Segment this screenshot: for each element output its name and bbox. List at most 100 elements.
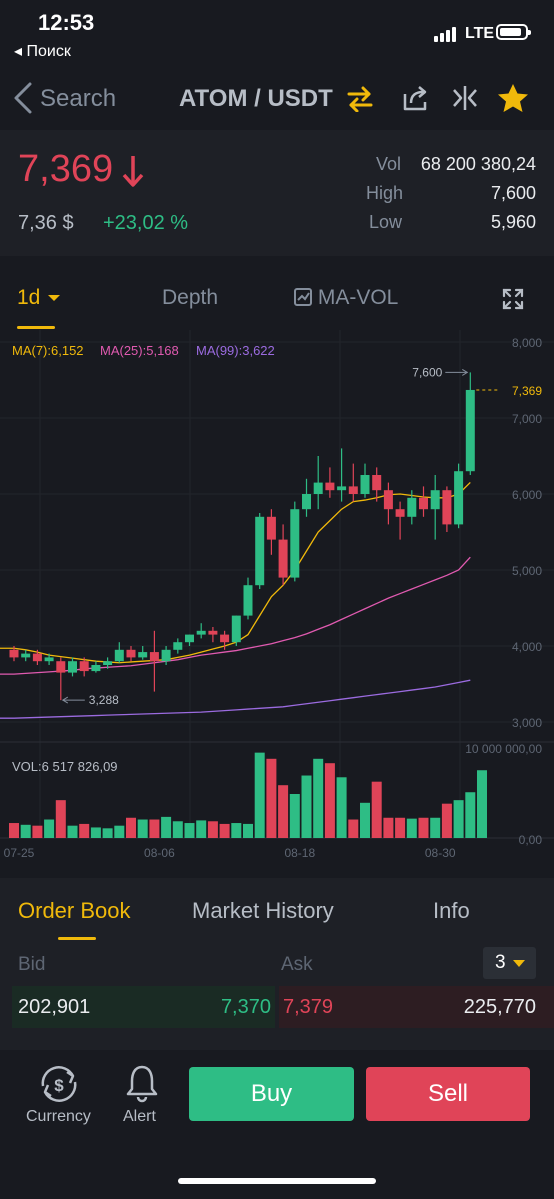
volume-bar <box>313 758 324 838</box>
volume-bar <box>90 827 101 838</box>
ma25-legend: MA(25):5,168 <box>100 343 179 358</box>
candle-body <box>185 634 194 643</box>
candle-body <box>196 630 206 635</box>
candle-body <box>208 630 218 635</box>
volume-bar <box>278 785 289 838</box>
volume-bar <box>20 824 31 838</box>
currency-label[interactable]: Currency <box>26 1108 91 1125</box>
candle-body <box>220 634 230 643</box>
back-chevron-icon[interactable] <box>10 80 40 116</box>
volume-bar <box>348 819 359 838</box>
usd-price: 7,36 $ <box>18 212 74 234</box>
currency-convert-icon[interactable]: $ <box>35 1064 83 1104</box>
volume-max-tick: 10 000 000,00 <box>465 742 542 756</box>
tab-order-book[interactable]: Order Book <box>18 898 131 923</box>
ask-price: 7,379 <box>283 996 334 1018</box>
volume-bar <box>453 800 464 838</box>
volume-bar <box>126 817 136 838</box>
y-tick-label: 6,000 <box>512 488 542 502</box>
share-icon[interactable] <box>401 84 431 112</box>
candle-body <box>337 486 347 491</box>
tab-depth[interactable]: Depth <box>162 286 219 309</box>
candle-body <box>103 661 113 665</box>
volume-bar <box>67 825 78 838</box>
svg-text:$: $ <box>54 1076 64 1095</box>
candle-body <box>348 486 358 494</box>
volume-bar <box>430 817 441 838</box>
buy-button[interactable]: Buy <box>189 1067 354 1121</box>
candle-body <box>91 665 101 672</box>
bid-row[interactable]: 202,901 7,370 <box>12 986 275 1028</box>
bid-quantity: 202,901 <box>18 996 91 1018</box>
price-down-arrow-icon <box>122 156 144 187</box>
bell-alert-icon[interactable] <box>124 1063 160 1103</box>
candle-body <box>419 497 428 510</box>
sell-button[interactable]: Sell <box>366 1067 530 1121</box>
candle-body <box>313 482 323 494</box>
ask-row[interactable]: 7,379 225,770 <box>279 986 554 1028</box>
vol-label: Vol <box>376 154 402 174</box>
chevron-down-icon <box>513 960 525 967</box>
ma99-line <box>0 679 471 719</box>
vol-value: 68 200 380,24 <box>420 154 536 174</box>
volume-bar <box>102 828 113 838</box>
tab-indicator[interactable]: MA-VOL <box>294 286 398 310</box>
volume-bar <box>219 823 230 838</box>
back-button[interactable]: Search <box>40 85 117 112</box>
battery-icon <box>496 24 531 40</box>
candle-body <box>114 649 124 662</box>
active-tab-underline <box>17 326 55 329</box>
fullscreen-expand-icon[interactable] <box>502 288 524 310</box>
high-label: High <box>366 183 404 203</box>
price-chart[interactable]: MA(7):6,152 MA(25):5,168 MA(99):3,622 VO… <box>0 330 554 866</box>
volume-bar <box>231 823 242 838</box>
indicator-label: MA-VOL <box>317 286 399 309</box>
volume-bar <box>137 819 148 838</box>
y-tick-label: 3,000 <box>512 716 542 730</box>
x-tick-label: 07-25 <box>4 846 35 860</box>
interval-tab[interactable]: 1d <box>17 286 61 310</box>
candle-body <box>454 471 464 525</box>
low-value: 5,960 <box>490 212 536 232</box>
indicator-icon <box>294 288 312 306</box>
candle-body <box>32 653 42 662</box>
volume-bar <box>184 823 195 838</box>
volume-bar <box>441 803 452 838</box>
tab-info[interactable]: Info <box>433 898 470 923</box>
volume-bar <box>301 775 312 838</box>
x-tick-label: 08-06 <box>144 846 175 860</box>
bid-header: Bid <box>18 954 46 975</box>
candle-body <box>278 539 288 578</box>
swap-arrows-icon[interactable] <box>346 86 374 112</box>
volume-bar <box>149 819 160 838</box>
candle-body <box>44 657 54 662</box>
volume-bar <box>266 758 277 838</box>
volume-bar <box>477 770 487 838</box>
candle-body <box>430 490 440 510</box>
compare-split-icon[interactable] <box>450 84 480 112</box>
candle-body <box>266 516 276 540</box>
volume-bar <box>371 781 382 838</box>
tab-market-history[interactable]: Market History <box>192 898 334 923</box>
candle-body <box>138 652 148 658</box>
order-book: Bid Ask 3 202,901 7,370 7,379 225,770 <box>0 940 554 1050</box>
back-to-app-link[interactable]: ◂ Поиск <box>14 43 71 60</box>
candle-body <box>290 509 300 578</box>
candle-body <box>9 649 19 658</box>
volume-bar <box>254 752 265 838</box>
clock: 12:53 <box>38 10 95 35</box>
volume-bar <box>360 802 370 838</box>
x-tick-label: 08-30 <box>425 846 456 860</box>
home-indicator <box>178 1178 376 1184</box>
favorite-star-icon[interactable] <box>497 83 529 113</box>
alert-label[interactable]: Alert <box>123 1108 156 1125</box>
candle-body <box>21 653 31 658</box>
candle-body <box>325 482 335 491</box>
volume-bar <box>395 817 406 838</box>
low-label: Low <box>369 212 403 232</box>
y-tick-label: 8,000 <box>512 336 542 350</box>
low-marker-label: 3,288 <box>89 693 119 707</box>
depth-precision-select[interactable]: 3 <box>483 947 536 979</box>
volume-bar <box>418 817 429 838</box>
trading-pair-title[interactable]: ATOM / USDT <box>179 85 333 112</box>
